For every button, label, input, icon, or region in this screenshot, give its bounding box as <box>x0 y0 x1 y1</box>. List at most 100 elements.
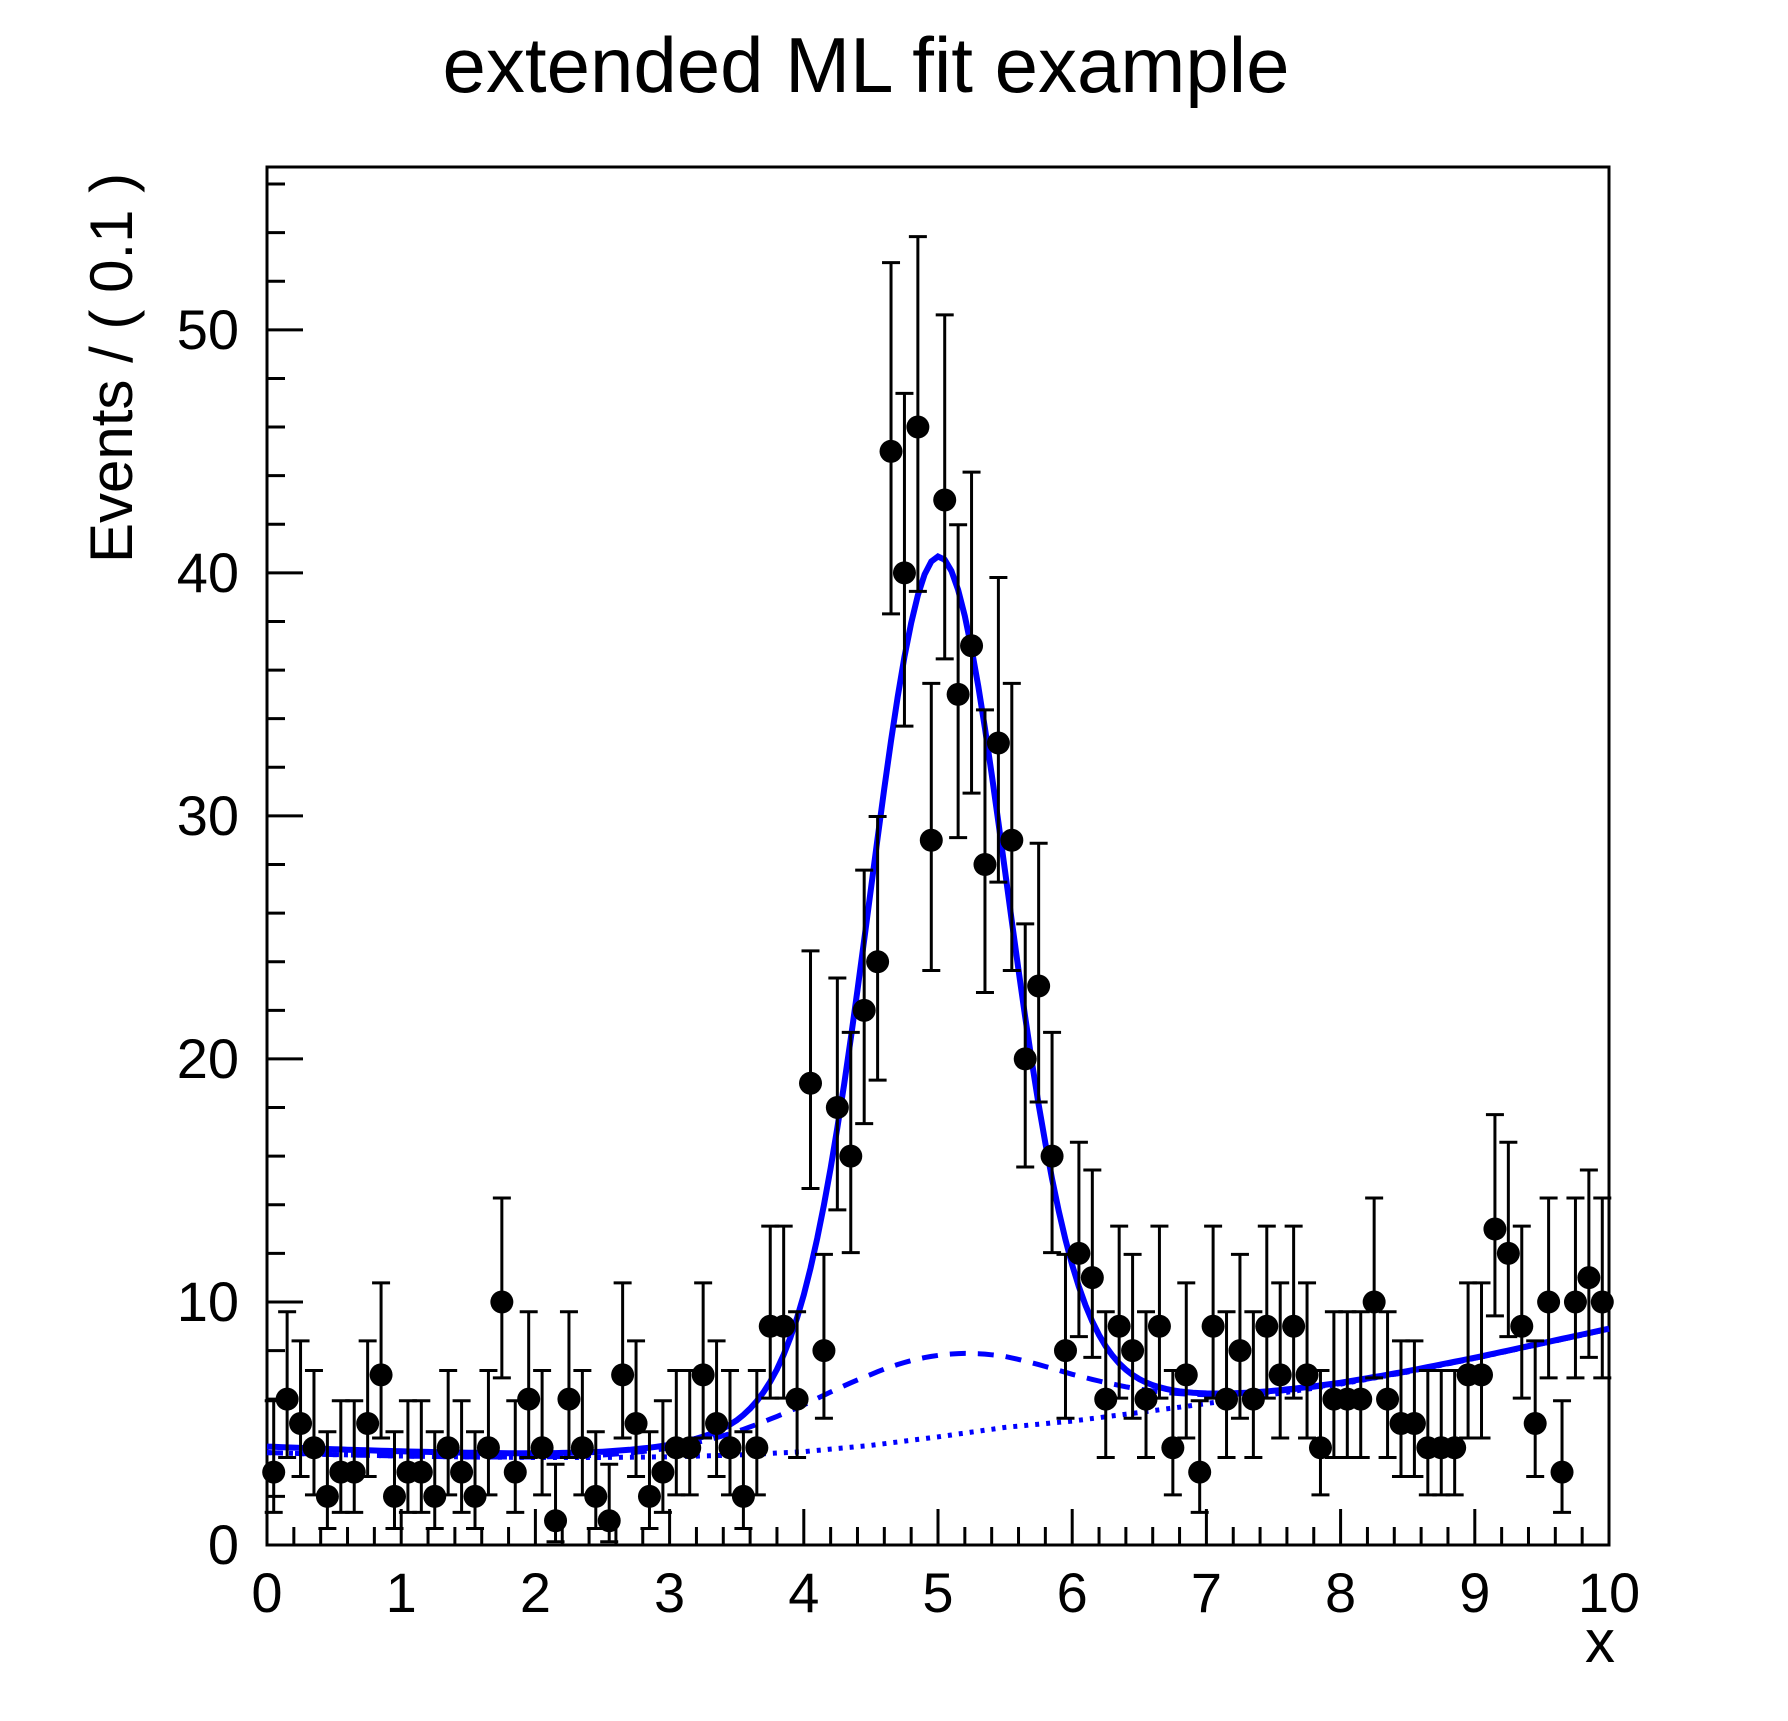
x-tick-label: 1 <box>386 1561 417 1624</box>
error-bar <box>680 1369 699 1497</box>
data-point-marker <box>450 1460 474 1484</box>
data-point-marker <box>289 1411 313 1435</box>
y-tick-label: 30 <box>177 784 239 847</box>
x-tick-label: 5 <box>922 1561 953 1624</box>
data-point-marker <box>302 1436 326 1460</box>
data-error-bars <box>264 235 1612 1544</box>
data-point-marker <box>825 1096 849 1120</box>
data-point-marker <box>772 1314 796 1338</box>
error-bar <box>1002 681 1021 973</box>
error-bar <box>1244 1310 1263 1459</box>
error-bar <box>1499 1140 1518 1339</box>
data-point-marker <box>705 1411 729 1435</box>
error-bar <box>1512 1224 1531 1400</box>
data-point-marker <box>812 1339 836 1363</box>
data-point-marker <box>1563 1290 1587 1314</box>
error-bar <box>1593 1196 1612 1380</box>
data-point-marker <box>986 731 1010 755</box>
data-point-marker <box>275 1387 299 1411</box>
error-bar <box>452 1399 471 1514</box>
data-point-marker <box>973 853 997 877</box>
error-bar <box>828 976 847 1212</box>
chart-title: extended ML fit example <box>443 21 1290 109</box>
data-point-marker <box>1027 974 1051 998</box>
data-point-marker <box>570 1436 594 1460</box>
data-point-marker <box>1550 1460 1574 1484</box>
error-bar <box>962 470 981 795</box>
data-point-marker <box>436 1436 460 1460</box>
data-point-marker <box>1201 1314 1225 1338</box>
error-bar <box>1043 1030 1062 1255</box>
error-bar <box>1445 1369 1464 1497</box>
data-point-marker <box>1134 1387 1158 1411</box>
error-bar <box>1123 1252 1142 1420</box>
error-bar <box>868 815 887 1082</box>
error-bar <box>466 1430 485 1531</box>
data-point-marker <box>476 1436 500 1460</box>
x-tick-label: 0 <box>251 1561 282 1624</box>
error-bar <box>949 523 968 840</box>
error-bar <box>814 1252 833 1420</box>
error-bar <box>1069 1140 1088 1339</box>
error-bar <box>1029 841 1048 1104</box>
data-point-marker <box>906 415 930 439</box>
error-bar <box>1351 1310 1370 1459</box>
error-bar <box>425 1430 444 1531</box>
error-bar <box>1016 922 1035 1169</box>
error-bar <box>1365 1196 1384 1380</box>
error-bar <box>1432 1369 1451 1497</box>
data-point-marker <box>637 1484 661 1508</box>
error-bar <box>975 708 994 995</box>
data-point-marker <box>691 1363 715 1387</box>
data-point-marker <box>557 1387 581 1411</box>
error-bar <box>412 1399 431 1514</box>
error-bar <box>492 1196 511 1380</box>
data-point-marker <box>1147 1314 1171 1338</box>
data-point-marker <box>718 1436 742 1460</box>
data-point-marker <box>960 634 984 658</box>
data-point-marker <box>517 1387 541 1411</box>
data-point-marker <box>1282 1314 1306 1338</box>
error-bar <box>734 1430 753 1531</box>
x-tick-label: 7 <box>1191 1561 1222 1624</box>
error-bar <box>533 1369 552 1497</box>
error-bar <box>1472 1281 1491 1440</box>
x-axis-title: x <box>1585 1608 1615 1675</box>
data-point-marker <box>879 439 903 463</box>
error-bar <box>519 1310 538 1459</box>
data-point-marker <box>1107 1314 1131 1338</box>
error-bar <box>1553 1399 1572 1514</box>
x-tick-label: 10 <box>1578 1561 1640 1624</box>
error-bar <box>788 1310 807 1459</box>
error-bar <box>372 1281 391 1440</box>
error-bar <box>841 1030 860 1255</box>
curve-total-fit <box>266 553 1610 1457</box>
data-point-marker <box>866 950 890 974</box>
data-point-marker <box>463 1484 487 1508</box>
data-point-marker <box>584 1484 608 1508</box>
y-tick-label: 10 <box>177 1270 239 1333</box>
x-tick-label: 4 <box>788 1561 819 1624</box>
data-point-marker <box>799 1071 823 1095</box>
data-point-marker <box>1268 1363 1292 1387</box>
error-bar <box>1539 1196 1558 1380</box>
data-point-marker <box>1590 1290 1614 1314</box>
error-bar <box>1083 1168 1102 1359</box>
plot-frame <box>265 165 1611 1547</box>
error-bar <box>1526 1339 1545 1478</box>
error-bar <box>1566 1196 1585 1380</box>
error-bar <box>855 868 874 1126</box>
data-point-marker <box>1523 1411 1547 1435</box>
error-bar <box>707 1339 726 1478</box>
data-point-marker <box>1067 1241 1091 1265</box>
axis-tick-labels: 0 1 2 3 4 5 6 7 8 9 10 0 10 20 30 40 50 <box>177 298 1640 1624</box>
data-point-marker <box>342 1460 366 1484</box>
error-bar <box>345 1399 364 1514</box>
fit-curves <box>266 553 1610 1460</box>
data-point-marker <box>731 1484 755 1508</box>
data-point-marker <box>839 1144 863 1168</box>
error-bar <box>653 1399 672 1514</box>
data-point-marker <box>1470 1363 1494 1387</box>
error-bar <box>559 1310 578 1459</box>
